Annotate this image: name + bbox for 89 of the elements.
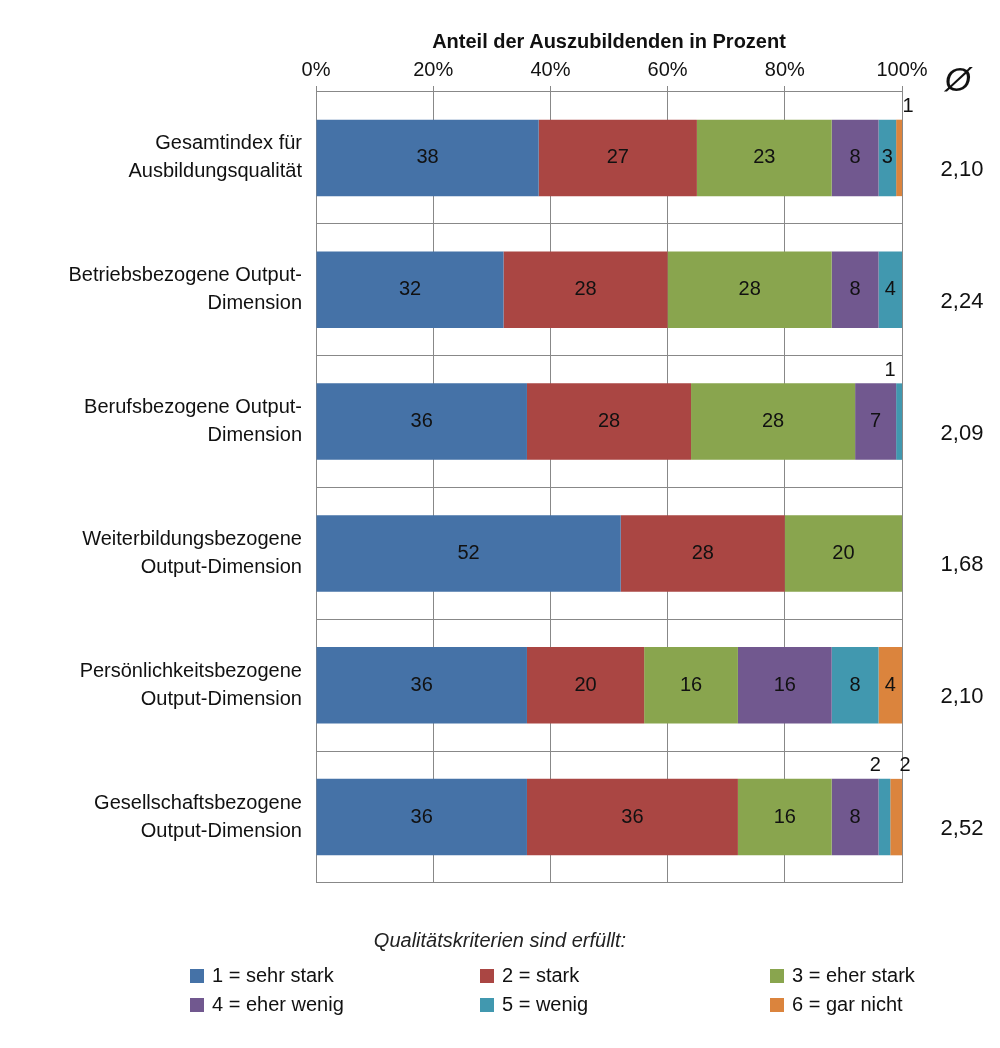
bar	[691, 383, 856, 460]
data-label: 4	[884, 277, 896, 300]
bar	[737, 647, 832, 724]
data-label: 7	[870, 409, 882, 432]
bar	[316, 251, 504, 328]
bar	[526, 778, 738, 856]
bar	[316, 383, 527, 460]
bar	[878, 119, 897, 197]
text: 2,10	[940, 683, 984, 709]
data-label: 1	[902, 94, 914, 117]
data-label: 28	[574, 277, 597, 300]
y-tick-label: Betriebsbezogene Output-Dimension	[68, 263, 302, 314]
data-label: 27	[606, 145, 629, 168]
bar	[316, 778, 527, 856]
data-label: 16	[773, 672, 796, 695]
bar	[878, 251, 902, 328]
data-label: 1	[884, 357, 896, 380]
data-label: 2	[869, 753, 881, 776]
bar	[538, 119, 697, 197]
bar	[831, 251, 879, 328]
x-tick-label: 80%	[764, 57, 806, 80]
bar	[878, 647, 902, 724]
bar	[855, 383, 897, 460]
data-label: 36	[410, 409, 433, 432]
bar	[896, 119, 902, 197]
data-label: 20	[574, 672, 597, 695]
legend-label: 1 = sehr stark	[212, 964, 334, 987]
bar	[526, 383, 692, 460]
legend-title: Qualitätskriterien sind erfüllt:	[372, 929, 628, 952]
data-label: 52	[457, 540, 480, 563]
bar	[526, 647, 645, 724]
legend-label: 3 = eher stark	[792, 964, 915, 987]
data-label: 23	[753, 145, 776, 168]
data-label: 16	[679, 672, 703, 695]
data-label: 8	[849, 145, 861, 168]
data-label: 2	[899, 753, 911, 776]
data-label: 36	[410, 804, 433, 827]
data-label: 8	[849, 804, 861, 827]
text: 2,10	[940, 155, 984, 181]
data-label: 8	[849, 672, 861, 695]
bar	[737, 778, 832, 856]
bar	[878, 778, 891, 856]
bar	[316, 119, 539, 197]
x-tick-label: 20%	[413, 57, 454, 80]
y-tick-label: Berufsbezogene Output-Dimension	[84, 395, 302, 446]
bar	[831, 119, 879, 197]
data-label: 36	[410, 672, 433, 695]
legend-label: 5 = wenig	[502, 993, 589, 1016]
x-tick-label: 100%	[876, 57, 928, 80]
data-label: 28	[691, 540, 714, 563]
data-label: 16	[773, 804, 796, 827]
legend-label: 6 = gar nicht	[792, 993, 903, 1016]
data-label: 32	[398, 277, 422, 300]
bar	[696, 119, 832, 197]
y-tick-label: Weiterbildungsbezogene Output-Dimension	[82, 526, 302, 577]
data-label: 8	[849, 277, 861, 300]
legend-label: 2 = stark	[502, 964, 580, 987]
bar	[831, 647, 879, 724]
bar	[784, 515, 902, 592]
bar	[620, 515, 785, 592]
x-tick-label: 60%	[647, 57, 688, 80]
bar	[896, 383, 902, 460]
bar	[644, 647, 738, 724]
data-label: 38	[416, 145, 439, 168]
bar	[316, 515, 621, 592]
data-label: 3	[881, 145, 893, 168]
x-axis-title: Anteil der Auszubildenden in Prozent	[432, 29, 787, 52]
text: 2,09	[940, 419, 984, 445]
data-label: 28	[738, 277, 761, 300]
bar	[316, 647, 527, 724]
data-label: 28	[761, 409, 785, 432]
bar	[890, 778, 902, 856]
data-label: 36	[621, 804, 644, 827]
data-label: 4	[884, 672, 896, 695]
bar	[667, 251, 832, 328]
y-tick-label: Gesamtindex für Ausbildungsqualität	[128, 131, 303, 182]
data-label: 28	[597, 409, 621, 432]
data-label: 20	[832, 540, 855, 563]
x-tick-label: 40%	[530, 57, 571, 80]
legend-label: 4 = eher wenig	[212, 993, 344, 1016]
bar	[831, 778, 879, 856]
text: 1,68	[940, 551, 984, 577]
y-tick-label: Persönlichkeitsbezogene Output-Dimension	[79, 658, 302, 709]
text: 2,24	[940, 287, 984, 313]
text: 2,52	[940, 815, 984, 841]
y-tick-label: Gesellschaftsbezogene Output-Dimension	[94, 790, 302, 841]
text: Ø	[943, 60, 974, 99]
x-tick-label: 0%	[301, 57, 331, 80]
bar	[503, 251, 668, 328]
